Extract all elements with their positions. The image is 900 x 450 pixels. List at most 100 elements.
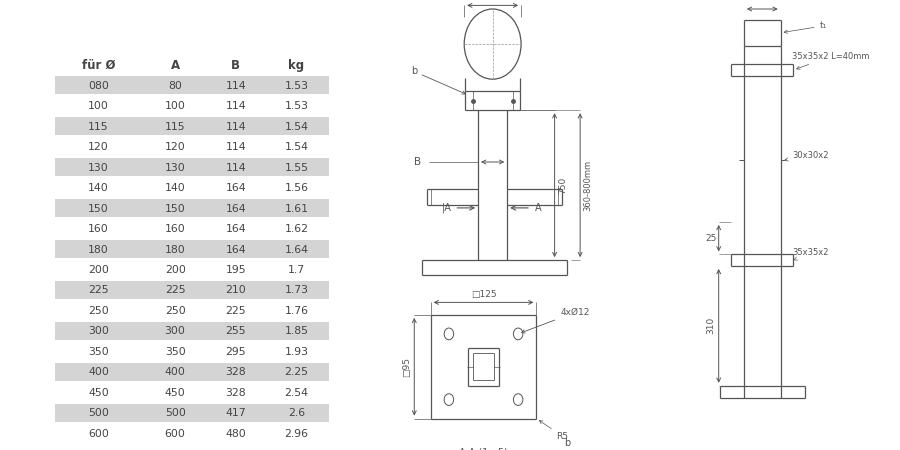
Text: 250: 250: [88, 306, 109, 316]
Text: 164: 164: [226, 224, 247, 234]
Text: kg: kg: [289, 59, 304, 72]
Text: 115: 115: [88, 122, 109, 132]
Bar: [55, 281, 339, 299]
Text: 115: 115: [165, 122, 185, 132]
Text: 350: 350: [88, 347, 109, 357]
Text: 450: 450: [165, 388, 185, 398]
Text: 164: 164: [226, 203, 247, 214]
Text: |A: |A: [442, 202, 452, 213]
Text: B: B: [231, 59, 240, 72]
Text: 1.93: 1.93: [284, 347, 309, 357]
Text: 100: 100: [88, 101, 109, 111]
Text: 225: 225: [226, 306, 247, 316]
Text: 400: 400: [88, 367, 109, 378]
Text: 1.64: 1.64: [284, 244, 309, 255]
Text: 350: 350: [165, 347, 185, 357]
Text: 1.61: 1.61: [284, 203, 309, 214]
Text: B: B: [414, 157, 421, 167]
Text: 300: 300: [165, 326, 185, 337]
Text: 164: 164: [226, 244, 247, 255]
Text: 400: 400: [165, 367, 185, 378]
Text: 195: 195: [226, 265, 247, 275]
Text: 80: 80: [168, 81, 182, 91]
Text: 1.73: 1.73: [284, 285, 309, 296]
Text: 114: 114: [226, 122, 247, 132]
Bar: [55, 322, 339, 340]
Text: 600: 600: [88, 429, 109, 439]
Text: 164: 164: [226, 183, 247, 193]
Text: 114: 114: [226, 81, 247, 91]
Bar: [55, 404, 339, 422]
Text: 1.56: 1.56: [284, 183, 309, 193]
Text: 120: 120: [88, 142, 109, 152]
Text: b: b: [410, 66, 465, 94]
Bar: [55, 117, 339, 135]
Text: 360-800mm: 360-800mm: [583, 160, 592, 211]
Text: 180: 180: [165, 244, 185, 255]
Text: 130: 130: [165, 162, 185, 173]
Text: 210: 210: [226, 285, 247, 296]
Bar: [55, 240, 339, 258]
Text: 300: 300: [88, 326, 109, 337]
Text: A-A (1 : 5): A-A (1 : 5): [459, 448, 508, 450]
Text: 1.54: 1.54: [284, 122, 309, 132]
Text: t₁: t₁: [784, 22, 827, 33]
Text: b: b: [564, 438, 571, 448]
Text: 328: 328: [226, 367, 247, 378]
Text: 1.55: 1.55: [284, 162, 309, 173]
Text: 1.54: 1.54: [284, 142, 309, 152]
Text: 250: 250: [165, 306, 185, 316]
Text: 2.96: 2.96: [284, 429, 309, 439]
Text: 114: 114: [226, 101, 247, 111]
Text: 295: 295: [226, 347, 247, 357]
Text: 100: 100: [165, 101, 185, 111]
Text: 160: 160: [165, 224, 185, 234]
Text: 080: 080: [88, 81, 109, 91]
Text: 140: 140: [165, 183, 185, 193]
Text: 35x35x2: 35x35x2: [792, 248, 829, 260]
Text: 328: 328: [226, 388, 247, 398]
Text: 35x35x2 L=40mm: 35x35x2 L=40mm: [792, 52, 869, 69]
Text: 255: 255: [226, 326, 247, 337]
Text: 225: 225: [165, 285, 185, 296]
Text: 1.7: 1.7: [288, 265, 305, 275]
Text: 2.25: 2.25: [284, 367, 309, 378]
Bar: [55, 363, 339, 381]
Bar: [55, 76, 339, 94]
Text: A: A: [171, 59, 180, 72]
Text: 500: 500: [165, 408, 185, 419]
Bar: [55, 199, 339, 217]
Text: 150: 150: [165, 203, 185, 214]
Text: 310: 310: [706, 317, 716, 334]
Text: 114: 114: [226, 142, 247, 152]
Text: □125: □125: [471, 290, 496, 299]
Text: A: A: [535, 203, 542, 213]
Text: 750: 750: [558, 176, 567, 194]
Text: 120: 120: [165, 142, 185, 152]
Text: 25: 25: [705, 234, 716, 243]
Text: 180: 180: [88, 244, 109, 255]
Text: 2.6: 2.6: [288, 408, 305, 419]
Text: □95: □95: [401, 357, 410, 377]
Text: 1.76: 1.76: [284, 306, 309, 316]
Text: R5: R5: [539, 420, 569, 441]
Text: 160: 160: [88, 224, 109, 234]
Text: 2.54: 2.54: [284, 388, 309, 398]
Text: 1.85: 1.85: [284, 326, 309, 337]
Text: 114: 114: [226, 162, 247, 173]
Text: 450: 450: [88, 388, 109, 398]
Text: 200: 200: [165, 265, 185, 275]
Text: 600: 600: [165, 429, 185, 439]
Text: iØA: iØA: [485, 0, 500, 2]
Text: 480: 480: [226, 429, 247, 439]
Text: 500: 500: [88, 408, 109, 419]
Text: 50: 50: [757, 0, 768, 1]
Bar: [55, 158, 339, 176]
Text: 1.53: 1.53: [284, 81, 309, 91]
Text: für Ø: für Ø: [82, 59, 115, 72]
Text: 200: 200: [88, 265, 109, 275]
Text: 225: 225: [88, 285, 109, 296]
Text: 417: 417: [226, 408, 247, 419]
Text: 1.53: 1.53: [284, 101, 309, 111]
Text: 130: 130: [88, 162, 109, 173]
